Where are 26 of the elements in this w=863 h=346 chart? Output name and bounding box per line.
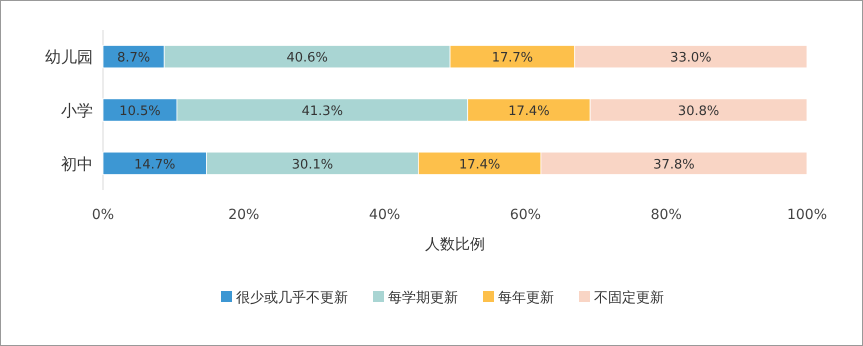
y-tick-label: 幼儿园 bbox=[45, 48, 93, 67]
data-label: 17.7% bbox=[492, 50, 534, 66]
data-label: 8.7% bbox=[117, 50, 150, 66]
data-label: 30.8% bbox=[678, 104, 720, 119]
data-label: 41.3% bbox=[302, 104, 343, 119]
data-label: 40.6% bbox=[286, 50, 328, 66]
data-label: 17.4% bbox=[458, 157, 500, 172]
legend-label: 很少或几乎不更新 bbox=[236, 290, 348, 306]
data-label: 37.8% bbox=[653, 157, 695, 172]
x-tick-label: 100% bbox=[786, 207, 828, 223]
y-tick-label: 初中 bbox=[61, 154, 93, 174]
data-label: 10.5% bbox=[119, 104, 161, 119]
data-label: 17.4% bbox=[508, 104, 550, 119]
x-tick-label: 60% bbox=[510, 207, 541, 223]
y-tick-label: 小学 bbox=[61, 101, 93, 120]
x-tick-label: 0% bbox=[92, 207, 114, 223]
legend-label: 每学期更新 bbox=[388, 290, 458, 306]
x-tick-label: 20% bbox=[228, 207, 260, 223]
x-tick-label: 40% bbox=[369, 207, 400, 223]
x-axis-title: 人数比例 bbox=[425, 235, 485, 253]
data-label: 14.7% bbox=[134, 157, 176, 172]
x-tick-label: 80% bbox=[650, 207, 682, 223]
data-label: 33.0% bbox=[670, 50, 712, 66]
legend-label: 不固定更新 bbox=[594, 290, 664, 306]
legend-label: 每年更新 bbox=[498, 290, 554, 306]
data-label: 30.1% bbox=[292, 157, 334, 172]
